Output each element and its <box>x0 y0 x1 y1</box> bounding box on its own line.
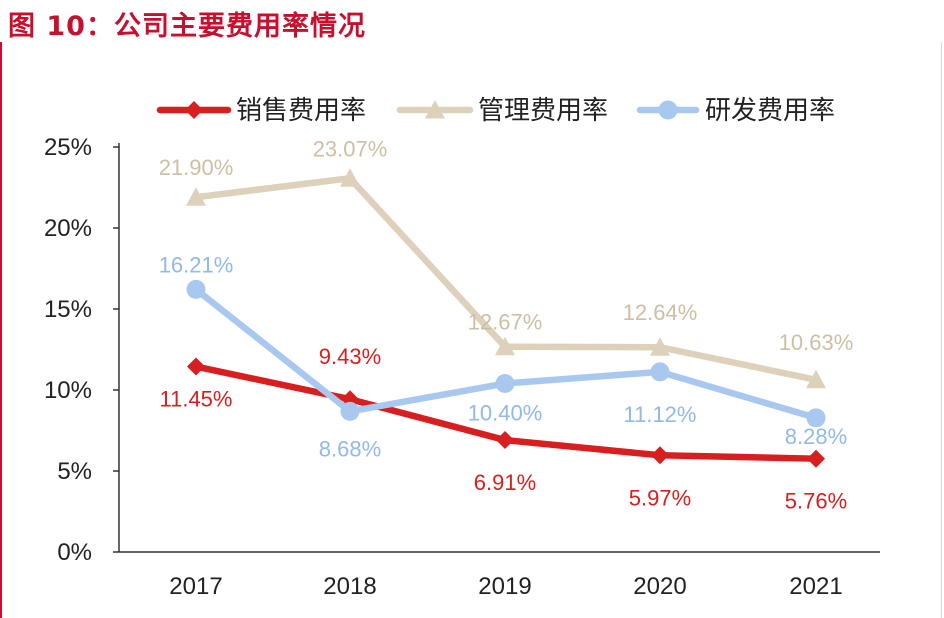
legend-label-management: 管理费用率 <box>478 96 608 126</box>
management-data-point <box>650 337 670 356</box>
rnd-data-label: 16.21% <box>159 252 234 277</box>
y-tick-label: 10% <box>44 377 92 404</box>
x-tick-label: 2019 <box>478 573 531 600</box>
sales-data-label: 9.43% <box>319 344 381 369</box>
y-tick-label: 0% <box>57 539 92 566</box>
legend-label-rnd: 研发费用率 <box>705 96 835 126</box>
management-data-label: 12.67% <box>468 310 543 335</box>
sales-data-label: 6.91% <box>474 470 536 495</box>
rnd-data-label: 10.40% <box>468 401 543 426</box>
rnd-data-point <box>650 362 670 382</box>
legend-label-sales: 销售费用率 <box>236 96 366 126</box>
x-tick-label: 2017 <box>169 573 222 600</box>
frame-left-border <box>0 42 2 618</box>
sales-data-point <box>807 449 825 468</box>
y-tick-label: 25% <box>44 134 92 161</box>
management-data-label: 23.07% <box>313 136 388 161</box>
sales-data-label: 11.45% <box>160 387 233 412</box>
rnd-data-point <box>186 279 206 299</box>
sales-data-label: 5.97% <box>629 485 691 510</box>
x-tick-label: 2021 <box>789 573 842 600</box>
rnd-data-label: 11.12% <box>624 402 697 427</box>
management-data-point <box>495 336 515 356</box>
management-data-label: 10.63% <box>779 330 854 355</box>
frame-right-border <box>941 42 942 618</box>
management-data-label: 21.90% <box>159 155 234 180</box>
rnd-data-point <box>340 401 360 421</box>
rnd-data-label: 8.28% <box>785 424 847 449</box>
sales-data-label: 5.76% <box>785 489 847 514</box>
x-tick-label: 2018 <box>323 573 376 600</box>
rnd-data-label: 8.68% <box>319 436 381 461</box>
sales-data-point <box>187 357 205 376</box>
sales-data-point <box>651 446 669 465</box>
sales-data-point <box>496 431 514 450</box>
y-tick-label: 20% <box>44 215 92 242</box>
legend-marker-rnd <box>658 100 678 120</box>
management-data-point <box>340 168 360 187</box>
y-tick-label: 15% <box>44 296 92 323</box>
management-data-point <box>186 187 206 206</box>
management-data-point <box>806 369 826 389</box>
rnd-data-point <box>495 374 515 394</box>
chart-title: 图 10：公司主要费用率情况 <box>8 11 366 42</box>
y-tick-label: 5% <box>57 458 92 485</box>
rnd-data-point <box>806 408 826 428</box>
x-tick-label: 2020 <box>633 573 686 600</box>
legend-marker-sales <box>185 101 203 119</box>
legend-marker-management <box>425 100 445 119</box>
management-data-label: 12.64% <box>623 300 698 325</box>
